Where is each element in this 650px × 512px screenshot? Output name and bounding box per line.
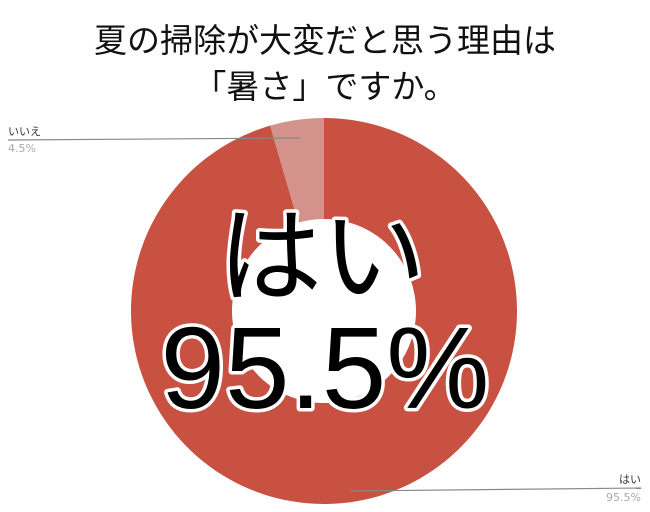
leader-line-no — [7, 137, 301, 141]
label-no: いいえ — [8, 125, 41, 138]
value-label-yes: 95.5% — [606, 491, 641, 504]
chart-title: 夏の掃除が大変だと思う理由は 「暑さ」ですか。 — [0, 18, 650, 110]
annotation-value: 95.5% — [161, 303, 490, 433]
chart-title-line-2: 「暑さ」ですか。 — [193, 67, 457, 106]
slice-no — [270, 118, 324, 223]
slice-yes — [130, 118, 517, 504]
value-label-no: 4.5% — [8, 142, 36, 155]
annotation-label: はい — [218, 200, 426, 316]
chart-title-line-1: 夏の掃除が大変だと思う理由は — [94, 21, 556, 60]
label-yes: はい — [619, 473, 641, 486]
leader-line-yes — [349, 487, 642, 492]
